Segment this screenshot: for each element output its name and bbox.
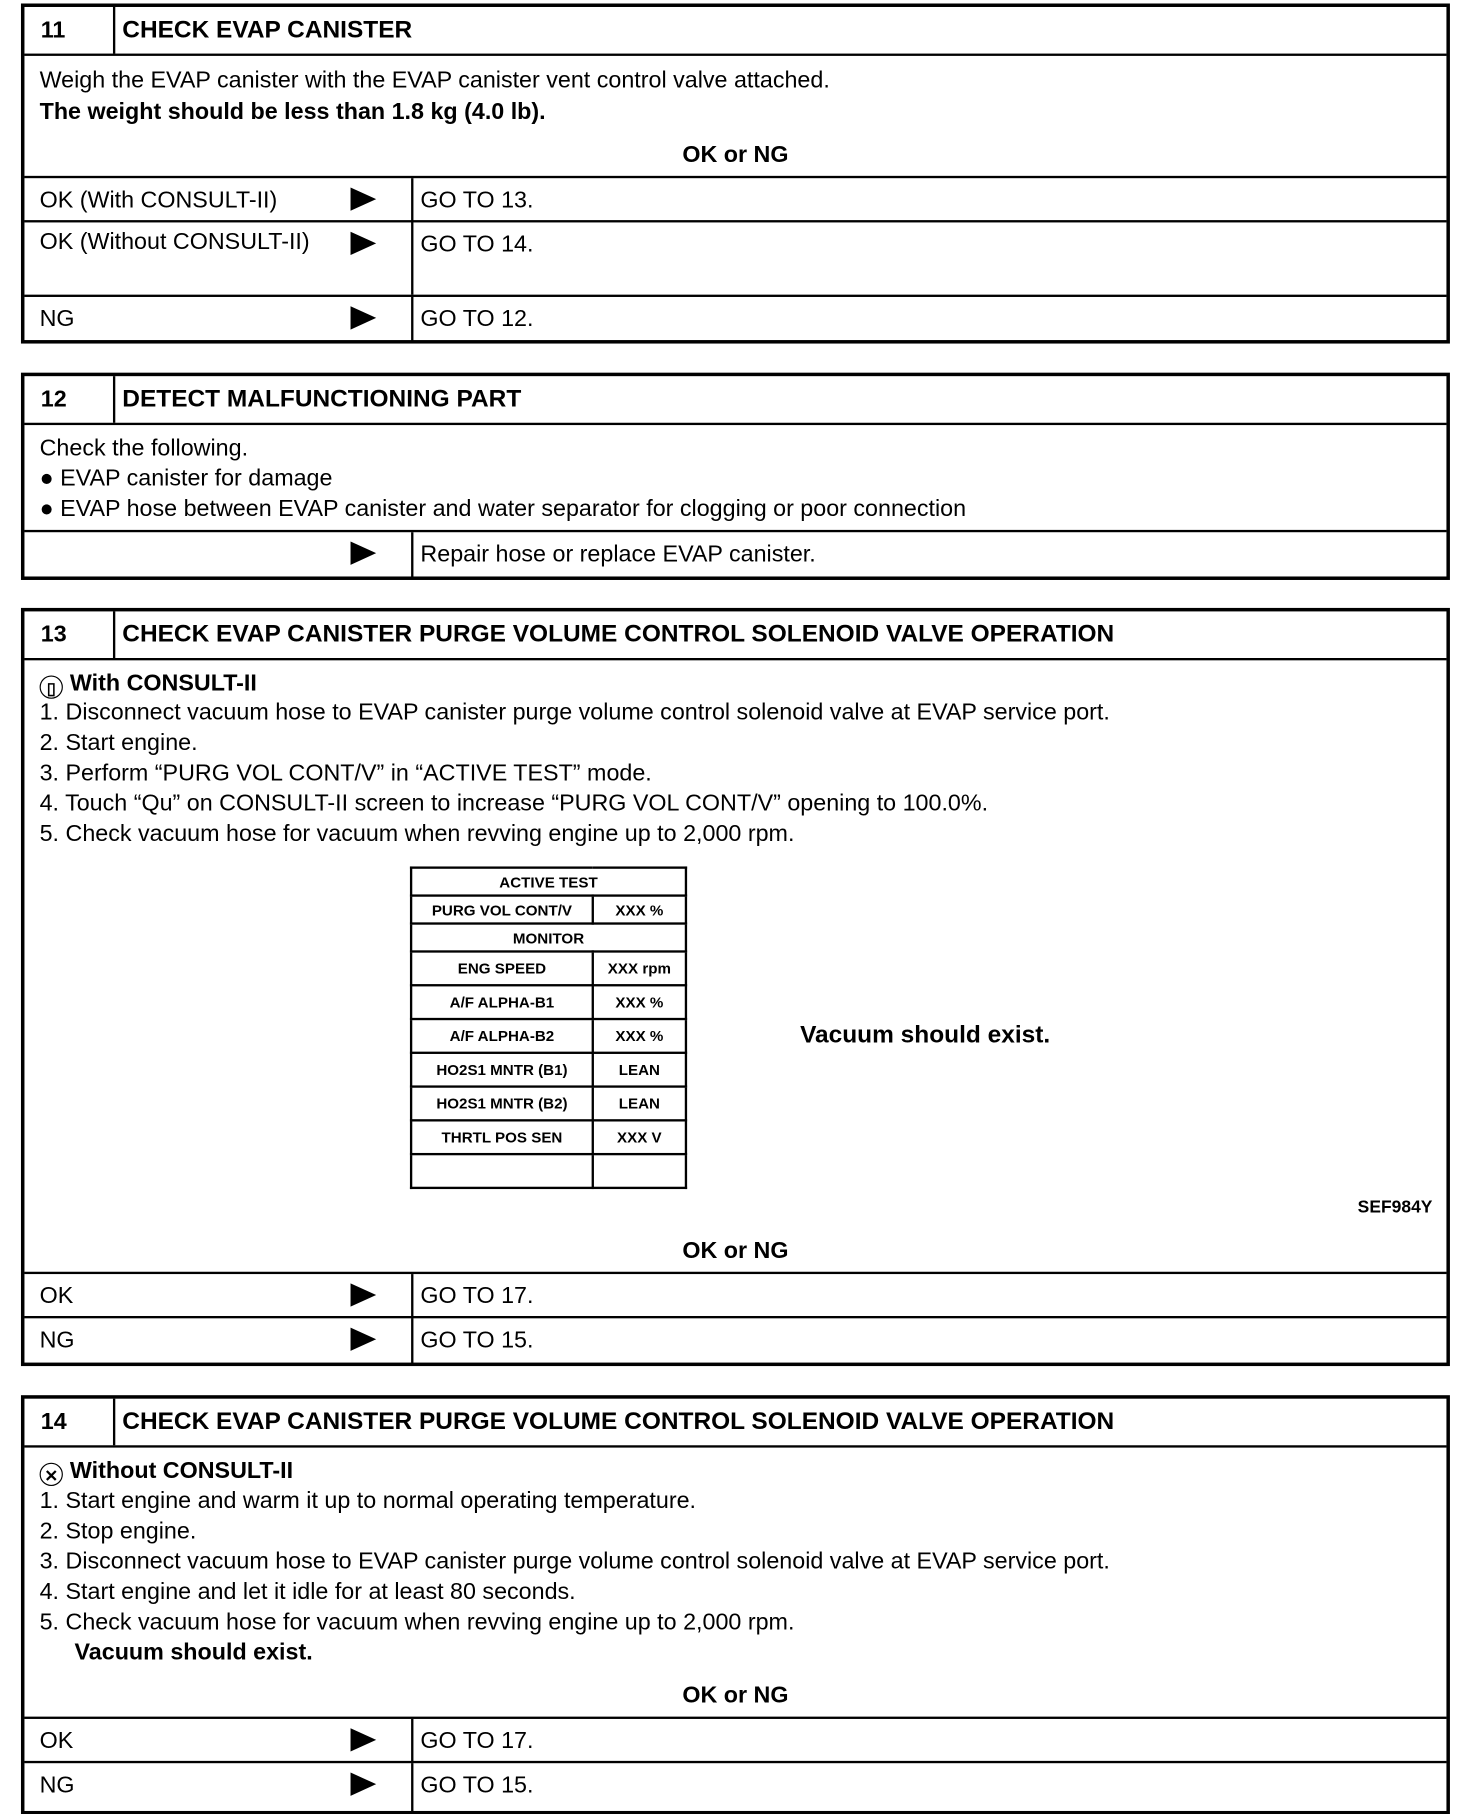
spec: The weight should be less than 1.8 kg (4… [39, 98, 546, 125]
test-item: PURG VOL CONT/V [409, 894, 594, 925]
vacuum-note: Vacuum should exist. [800, 1021, 1051, 1049]
mode-label: ▯ With CONSULT-II [39, 670, 257, 699]
step-number: 11 [24, 6, 116, 54]
monitor-item: HO2S1 MNTR (B2) [409, 1085, 594, 1122]
ok-or-ng: OK or NG [682, 1237, 789, 1264]
mode-text: With CONSULT-II [69, 670, 257, 697]
monitor-item: THRTL POS SEN [409, 1119, 594, 1156]
bullet-item: ● EVAP hose between EVAP canister and wa… [40, 495, 966, 523]
result-row: Repair hose or replace EVAP canister. [24, 529, 1447, 579]
step-header: 14 CHECK EVAP CANISTER PURGE VOLUME CONT… [24, 1398, 1447, 1448]
procedure-step: 4. Start engine and let it idle for at l… [39, 1579, 576, 1605]
bullet-icon: ● [39, 465, 61, 492]
monitor-header: MONITOR [409, 922, 688, 953]
step-header: 13 CHECK EVAP CANISTER PURGE VOLUME CONT… [24, 611, 1447, 661]
consult-ii-icon: ▯ [39, 675, 63, 699]
result-condition: OK (With CONSULT-II) [39, 187, 278, 214]
empty-cell [591, 1152, 688, 1190]
arrow-right-icon [350, 1327, 377, 1351]
monitor-item: ENG SPEED [409, 950, 594, 987]
step-title: CHECK EVAP CANISTER PURGE VOLUME CONTROL… [122, 1408, 1115, 1435]
result-row: NG GO TO 15. [24, 1315, 1447, 1365]
result-condition: NG [39, 1772, 75, 1799]
arrow-right-icon [350, 541, 377, 565]
arrow-right-icon [350, 1728, 377, 1752]
step-title: DETECT MALFUNCTIONING PART [122, 385, 522, 413]
ok-or-ng: OK or NG [682, 142, 789, 168]
monitor-value: XXX % [591, 1017, 688, 1054]
arrow-right-icon [350, 231, 377, 256]
ok-or-ng: OK or NG [682, 1682, 789, 1709]
step-title: CHECK EVAP CANISTER [122, 16, 413, 44]
result-condition: NG [39, 1327, 75, 1354]
procedure-step: 5. Check vacuum hose for vacuum when rev… [39, 1609, 795, 1636]
procedure-step: 5. Check vacuum hose for vacuum when rev… [39, 821, 795, 847]
step-11: 11 CHECK EVAP CANISTER Weigh the EVAP ca… [20, 3, 1450, 344]
without-consult-ii-icon: ✕ [39, 1462, 63, 1487]
bullet-text: EVAP hose between EVAP canister and wate… [60, 496, 967, 522]
result-row: OK (With CONSULT-II) GO TO 13. [24, 175, 1447, 223]
result-condition: OK (Without CONSULT-II) [39, 229, 310, 256]
step-number: 13 [24, 611, 116, 658]
arrow-right-icon [350, 306, 377, 330]
monitor-item: A/F ALPHA-B1 [409, 984, 594, 1021]
vacuum-note: Vacuum should exist. [74, 1639, 313, 1666]
consult-screen-figure: ACTIVE TEST PURG VOL CONT/V XXX % MONITOR… [409, 866, 688, 1190]
result-condition: OK [39, 1283, 74, 1310]
result-row: OK GO TO 17. [24, 1271, 1447, 1319]
arrow-right-icon [350, 1772, 377, 1796]
result-row: NG GO TO 15. [24, 1760, 1447, 1814]
monitor-item: HO2S1 MNTR (B1) [409, 1051, 594, 1088]
mode-label: ✕ Without CONSULT-II [39, 1457, 294, 1487]
procedure-step: 2. Stop engine. [39, 1518, 197, 1545]
procedure-step: 1. Disconnect vacuum hose to EVAP canist… [39, 699, 1110, 726]
result-action[interactable]: GO TO 15. [411, 1318, 533, 1365]
monitor-value: XXX % [591, 984, 688, 1021]
empty-cell [409, 1152, 594, 1190]
bullet-text: EVAP canister for damage [60, 465, 333, 492]
procedure-step: 2. Start engine. [39, 730, 198, 756]
procedure-step: 3. Perform “PURG VOL CONT/V” in “ACTIVE … [39, 760, 652, 787]
monitor-value: XXX V [591, 1119, 688, 1156]
result-row: OK GO TO 17. [24, 1716, 1447, 1764]
step-12: 12 DETECT MALFUNCTIONING PART Check the … [20, 372, 1450, 580]
procedure-step: 1. Start engine and warm it up to normal… [39, 1488, 697, 1514]
figure-id: SEF984Y [1357, 1197, 1433, 1218]
result-action[interactable]: Repair hose or replace EVAP canister. [411, 532, 816, 579]
monitor-item: A/F ALPHA-B2 [409, 1017, 594, 1054]
result-row: NG GO TO 12. [24, 294, 1447, 343]
bullet-item: ● EVAP canister for damage [40, 465, 333, 493]
step-13: 13 CHECK EVAP CANISTER PURGE VOLUME CONT… [20, 607, 1450, 1367]
result-condition: NG [39, 306, 75, 332]
step-title: CHECK EVAP CANISTER PURGE VOLUME CONTROL… [122, 620, 1115, 648]
instruction: Weigh the EVAP canister with the EVAP ca… [39, 67, 830, 94]
active-test-header: ACTIVE TEST [409, 866, 688, 897]
step-number: 14 [24, 1398, 116, 1446]
result-action[interactable]: GO TO 13. [411, 178, 533, 223]
monitor-value: LEAN [591, 1085, 688, 1122]
result-action[interactable]: GO TO 12. [411, 296, 533, 343]
procedure-step: 3. Disconnect vacuum hose to EVAP canist… [39, 1548, 1110, 1575]
monitor-value: XXX rpm [591, 950, 688, 987]
mode-text: Without CONSULT-II [69, 1458, 294, 1484]
result-condition: OK [39, 1728, 74, 1754]
step-14: 14 CHECK EVAP CANISTER PURGE VOLUME CONT… [20, 1395, 1450, 1814]
result-action[interactable]: GO TO 17. [411, 1274, 533, 1319]
test-value: XXX % [591, 894, 688, 925]
result-action[interactable]: GO TO 14. [411, 222, 533, 295]
step-header: 11 CHECK EVAP CANISTER [24, 6, 1447, 56]
instruction: Check the following. [39, 435, 249, 462]
result-action[interactable]: GO TO 15. [411, 1763, 533, 1814]
step-number: 12 [24, 376, 116, 423]
arrow-right-icon [350, 187, 377, 211]
procedure-step: 4. Touch “Qu” on CONSULT-II screen to in… [39, 790, 989, 817]
result-action[interactable]: GO TO 17. [411, 1718, 533, 1764]
result-row: OK (Without CONSULT-II) GO TO 14. [24, 220, 1447, 295]
bullet-icon: ● [39, 496, 61, 522]
arrow-right-icon [350, 1283, 377, 1307]
step-header: 12 DETECT MALFUNCTIONING PART [24, 376, 1447, 426]
monitor-value: LEAN [591, 1051, 688, 1088]
